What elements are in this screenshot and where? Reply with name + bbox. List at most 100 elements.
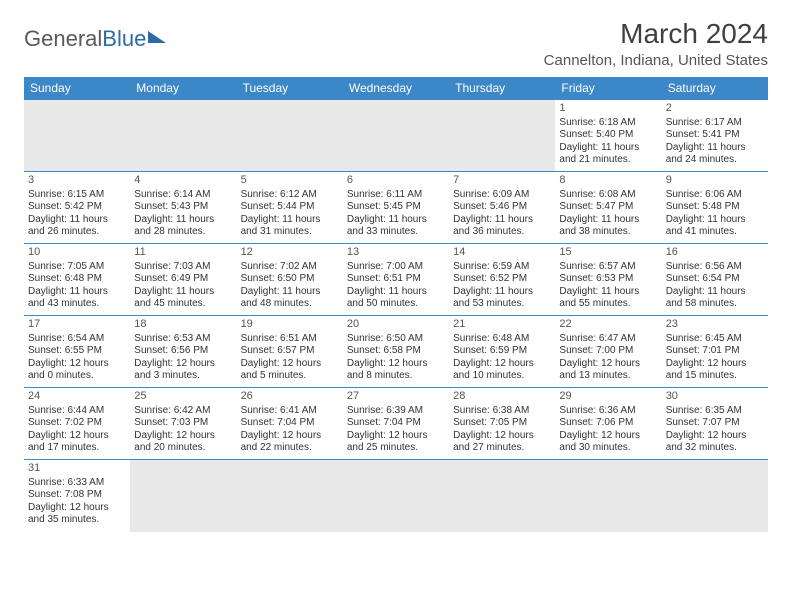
day-detail: Sunrise: 6:14 AM xyxy=(134,189,232,202)
calendar-cell: 29Sunrise: 6:36 AMSunset: 7:06 PMDayligh… xyxy=(555,388,661,460)
day-detail: and 32 minutes. xyxy=(666,442,764,455)
calendar-cell xyxy=(449,460,555,532)
day-detail: Daylight: 12 hours xyxy=(666,358,764,371)
day-detail: Sunrise: 6:08 AM xyxy=(559,189,657,202)
calendar-cell: 18Sunrise: 6:53 AMSunset: 6:56 PMDayligh… xyxy=(130,316,236,388)
calendar-cell: 11Sunrise: 7:03 AMSunset: 6:49 PMDayligh… xyxy=(130,244,236,316)
day-detail: and 25 minutes. xyxy=(347,442,445,455)
day-detail: Sunset: 6:52 PM xyxy=(453,273,551,286)
calendar-cell: 15Sunrise: 6:57 AMSunset: 6:53 PMDayligh… xyxy=(555,244,661,316)
day-detail: Sunset: 6:58 PM xyxy=(347,345,445,358)
day-detail: Sunrise: 6:51 AM xyxy=(241,333,339,346)
day-detail: Daylight: 11 hours xyxy=(666,214,764,227)
day-number: 26 xyxy=(241,390,339,404)
weekday-header: Tuesday xyxy=(237,77,343,100)
day-detail: Sunset: 6:54 PM xyxy=(666,273,764,286)
title-block: March 2024 Cannelton, Indiana, United St… xyxy=(544,18,768,75)
day-detail: Sunset: 7:06 PM xyxy=(559,417,657,430)
weekday-header: Wednesday xyxy=(343,77,449,100)
day-detail: and 24 minutes. xyxy=(666,154,764,167)
day-detail: Sunrise: 6:45 AM xyxy=(666,333,764,346)
day-number: 31 xyxy=(28,462,126,476)
day-number: 18 xyxy=(134,318,232,332)
day-detail: and 8 minutes. xyxy=(347,370,445,383)
calendar-cell: 9Sunrise: 6:06 AMSunset: 5:48 PMDaylight… xyxy=(662,172,768,244)
day-detail: Daylight: 11 hours xyxy=(134,286,232,299)
day-detail: Daylight: 12 hours xyxy=(347,430,445,443)
day-detail: and 41 minutes. xyxy=(666,226,764,239)
day-detail: and 43 minutes. xyxy=(28,298,126,311)
day-detail: and 0 minutes. xyxy=(28,370,126,383)
day-detail: Sunset: 5:40 PM xyxy=(559,129,657,142)
calendar-cell xyxy=(237,100,343,172)
logo-blue: Blue xyxy=(102,26,146,52)
day-detail: and 21 minutes. xyxy=(559,154,657,167)
day-detail: Sunset: 6:55 PM xyxy=(28,345,126,358)
day-detail: Sunset: 6:49 PM xyxy=(134,273,232,286)
day-detail: Sunrise: 6:17 AM xyxy=(666,117,764,130)
calendar-cell: 2Sunrise: 6:17 AMSunset: 5:41 PMDaylight… xyxy=(662,100,768,172)
day-detail: Daylight: 12 hours xyxy=(28,358,126,371)
calendar-cell xyxy=(24,100,130,172)
calendar-cell: 14Sunrise: 6:59 AMSunset: 6:52 PMDayligh… xyxy=(449,244,555,316)
day-detail: Sunrise: 6:48 AM xyxy=(453,333,551,346)
calendar-cell xyxy=(449,100,555,172)
day-detail: Daylight: 12 hours xyxy=(559,358,657,371)
day-detail: Sunset: 7:02 PM xyxy=(28,417,126,430)
day-detail: Sunset: 7:04 PM xyxy=(241,417,339,430)
weekday-header: Monday xyxy=(130,77,236,100)
day-detail: and 38 minutes. xyxy=(559,226,657,239)
calendar-table: Sunday Monday Tuesday Wednesday Thursday… xyxy=(24,77,768,532)
calendar-row: 1Sunrise: 6:18 AMSunset: 5:40 PMDaylight… xyxy=(24,100,768,172)
calendar-cell xyxy=(237,460,343,532)
day-detail: Sunrise: 6:35 AM xyxy=(666,405,764,418)
calendar-cell: 16Sunrise: 6:56 AMSunset: 6:54 PMDayligh… xyxy=(662,244,768,316)
day-detail: and 3 minutes. xyxy=(134,370,232,383)
day-number: 27 xyxy=(347,390,445,404)
day-detail: Daylight: 11 hours xyxy=(559,286,657,299)
day-detail: Sunset: 6:48 PM xyxy=(28,273,126,286)
day-detail: Sunrise: 6:11 AM xyxy=(347,189,445,202)
day-detail: Daylight: 11 hours xyxy=(559,214,657,227)
day-number: 12 xyxy=(241,246,339,260)
day-detail: and 27 minutes. xyxy=(453,442,551,455)
calendar-cell xyxy=(130,460,236,532)
calendar-row: 17Sunrise: 6:54 AMSunset: 6:55 PMDayligh… xyxy=(24,316,768,388)
day-detail: and 48 minutes. xyxy=(241,298,339,311)
day-number: 8 xyxy=(559,174,657,188)
day-detail: Daylight: 11 hours xyxy=(453,286,551,299)
day-detail: Daylight: 12 hours xyxy=(453,430,551,443)
calendar-row: 31Sunrise: 6:33 AMSunset: 7:08 PMDayligh… xyxy=(24,460,768,532)
weekday-header: Thursday xyxy=(449,77,555,100)
day-number: 16 xyxy=(666,246,764,260)
calendar-cell: 8Sunrise: 6:08 AMSunset: 5:47 PMDaylight… xyxy=(555,172,661,244)
day-detail: Sunset: 5:47 PM xyxy=(559,201,657,214)
logo-general: General xyxy=(24,26,102,52)
day-detail: Sunset: 7:05 PM xyxy=(453,417,551,430)
day-detail: Sunrise: 7:03 AM xyxy=(134,261,232,274)
day-detail: Daylight: 11 hours xyxy=(28,214,126,227)
calendar-cell: 6Sunrise: 6:11 AMSunset: 5:45 PMDaylight… xyxy=(343,172,449,244)
day-number: 7 xyxy=(453,174,551,188)
day-detail: Sunrise: 6:53 AM xyxy=(134,333,232,346)
day-detail: and 20 minutes. xyxy=(134,442,232,455)
day-detail: and 45 minutes. xyxy=(134,298,232,311)
day-detail: and 53 minutes. xyxy=(453,298,551,311)
day-detail: Sunrise: 7:05 AM xyxy=(28,261,126,274)
day-detail: Daylight: 12 hours xyxy=(241,358,339,371)
day-detail: Sunrise: 6:15 AM xyxy=(28,189,126,202)
day-detail: Daylight: 11 hours xyxy=(28,286,126,299)
day-detail: Sunrise: 6:44 AM xyxy=(28,405,126,418)
day-detail: Sunset: 6:56 PM xyxy=(134,345,232,358)
day-detail: and 5 minutes. xyxy=(241,370,339,383)
day-detail: and 58 minutes. xyxy=(666,298,764,311)
day-detail: and 30 minutes. xyxy=(559,442,657,455)
day-number: 5 xyxy=(241,174,339,188)
day-number: 1 xyxy=(559,102,657,116)
calendar-cell xyxy=(662,460,768,532)
day-detail: Daylight: 11 hours xyxy=(666,286,764,299)
day-detail: Sunset: 5:48 PM xyxy=(666,201,764,214)
location: Cannelton, Indiana, United States xyxy=(544,52,768,69)
day-number: 22 xyxy=(559,318,657,332)
day-detail: Daylight: 12 hours xyxy=(347,358,445,371)
